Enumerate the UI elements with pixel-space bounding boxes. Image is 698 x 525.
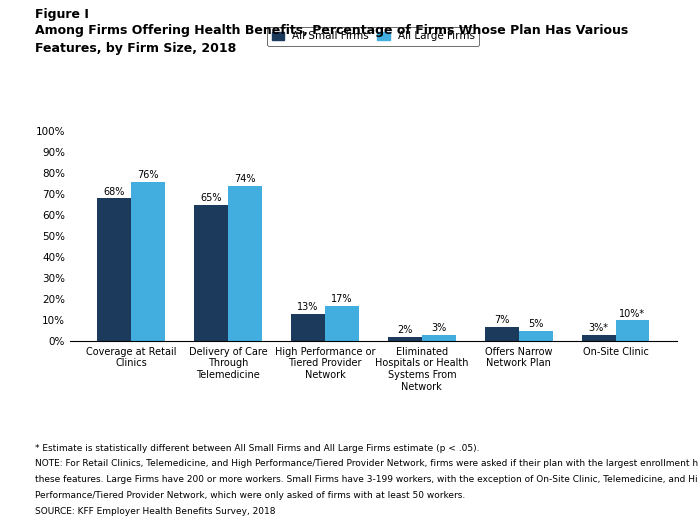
Bar (388, 337, 422, 341)
Bar (422, 335, 456, 341)
Text: 10%*: 10%* (619, 309, 646, 319)
Legend: All Small Firms, All Large Firms: All Small Firms, All Large Firms (267, 27, 480, 46)
Bar (325, 306, 359, 341)
Text: 65%: 65% (200, 193, 222, 203)
Text: 2%: 2% (397, 326, 413, 335)
Text: 76%: 76% (138, 170, 159, 180)
Bar (98, 198, 131, 341)
Text: NOTE: For Retail Clinics, Telemedicine, and High Performance/Tiered Provider Net: NOTE: For Retail Clinics, Telemedicine, … (35, 459, 698, 468)
Text: 3%: 3% (431, 323, 447, 333)
Text: 17%: 17% (332, 294, 352, 304)
Text: 5%: 5% (528, 319, 543, 329)
Text: Among Firms Offering Health Benefits, Percentage of Firms Whose Plan Has Various: Among Firms Offering Health Benefits, Pe… (35, 24, 628, 37)
Text: 13%: 13% (297, 302, 319, 312)
Bar (581, 335, 616, 341)
Text: these features. Large Firms have 200 or more workers. Small Firms have 3-199 wor: these features. Large Firms have 200 or … (35, 475, 698, 484)
Bar (616, 320, 649, 341)
Bar (194, 205, 228, 341)
Text: Figure I: Figure I (35, 8, 89, 21)
Bar (228, 186, 262, 341)
Text: 3%*: 3%* (588, 323, 609, 333)
Bar (485, 327, 519, 341)
Text: Performance/Tiered Provider Network, which were only asked of firms with at leas: Performance/Tiered Provider Network, whi… (35, 491, 465, 500)
Bar (131, 182, 165, 341)
Bar (291, 314, 325, 341)
Text: SOURCE: KFF Employer Health Benefits Survey, 2018: SOURCE: KFF Employer Health Benefits Sur… (35, 507, 276, 516)
Text: 7%: 7% (494, 315, 510, 325)
Text: Features, by Firm Size, 2018: Features, by Firm Size, 2018 (35, 42, 236, 55)
Bar (519, 331, 553, 341)
Text: 74%: 74% (235, 174, 256, 184)
Text: * Estimate is statistically different between All Small Firms and All Large Firm: * Estimate is statistically different be… (35, 444, 480, 453)
Text: 68%: 68% (104, 187, 125, 197)
